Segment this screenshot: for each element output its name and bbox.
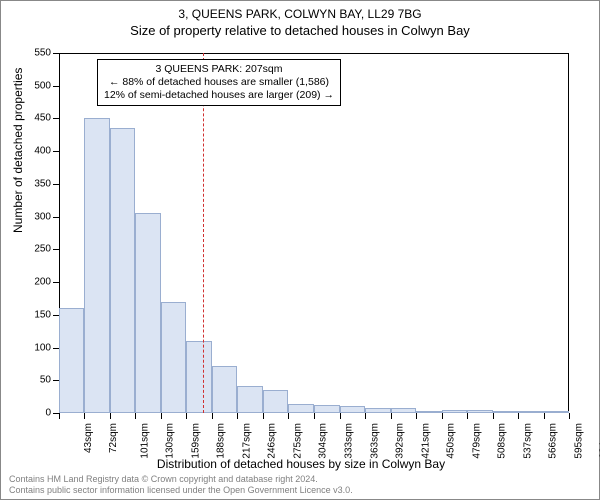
bar bbox=[340, 406, 365, 413]
bar bbox=[416, 411, 441, 413]
x-tick-label: 43sqm bbox=[83, 423, 94, 453]
x-tick-label: 130sqm bbox=[165, 423, 176, 459]
bar bbox=[186, 341, 211, 413]
x-tick-label: 246sqm bbox=[267, 423, 278, 459]
x-tick bbox=[288, 413, 289, 419]
bar bbox=[391, 408, 416, 413]
x-tick bbox=[237, 413, 238, 419]
footer-line-2: Contains public sector information licen… bbox=[9, 485, 353, 496]
bar bbox=[518, 411, 543, 413]
x-tick bbox=[569, 413, 570, 419]
annotation-box: 3 QUEENS PARK: 207sqm ← 88% of detached … bbox=[97, 59, 341, 106]
annotation-line-3: 12% of semi-detached houses are larger (… bbox=[104, 89, 334, 102]
y-tick-label: 350 bbox=[34, 178, 59, 189]
x-tick bbox=[314, 413, 315, 419]
x-tick bbox=[212, 413, 213, 419]
x-tick-label: 101sqm bbox=[139, 423, 150, 459]
x-tick bbox=[365, 413, 366, 419]
chart-container: 3, QUEENS PARK, COLWYN BAY, LL29 7BG Siz… bbox=[0, 0, 600, 500]
x-axis-label: Distribution of detached houses by size … bbox=[1, 457, 600, 471]
x-tick-label: 363sqm bbox=[369, 423, 380, 459]
x-tick bbox=[340, 413, 341, 419]
x-tick bbox=[110, 413, 111, 419]
bar bbox=[263, 390, 288, 413]
y-tick-label: 500 bbox=[34, 80, 59, 91]
address-line: 3, QUEENS PARK, COLWYN BAY, LL29 7BG bbox=[1, 7, 599, 21]
y-tick-label: 450 bbox=[34, 113, 59, 124]
x-tick-label: 304sqm bbox=[318, 423, 329, 459]
x-tick bbox=[59, 413, 60, 419]
bar bbox=[467, 410, 492, 413]
bar bbox=[288, 404, 313, 413]
x-tick-label: 479sqm bbox=[471, 423, 482, 459]
bar bbox=[161, 302, 186, 413]
x-tick bbox=[467, 413, 468, 419]
y-tick-label: 300 bbox=[34, 211, 59, 222]
x-tick-label: 275sqm bbox=[292, 423, 303, 459]
y-tick-label: 200 bbox=[34, 277, 59, 288]
x-tick bbox=[186, 413, 187, 419]
x-tick bbox=[416, 413, 417, 419]
footer-line-1: Contains HM Land Registry data © Crown c… bbox=[9, 474, 353, 485]
x-tick bbox=[84, 413, 85, 419]
x-tick-label: 72sqm bbox=[108, 423, 119, 453]
y-tick-label: 250 bbox=[34, 244, 59, 255]
x-tick-label: 508sqm bbox=[497, 423, 508, 459]
y-tick-label: 50 bbox=[40, 375, 59, 386]
bar bbox=[442, 410, 467, 413]
bar bbox=[314, 405, 340, 413]
x-tick-label: 333sqm bbox=[343, 423, 354, 459]
x-tick-label: 217sqm bbox=[241, 423, 252, 459]
bar bbox=[110, 128, 135, 413]
y-tick-label: 100 bbox=[34, 342, 59, 353]
bar bbox=[544, 411, 569, 413]
x-tick-label: 537sqm bbox=[522, 423, 533, 459]
bar bbox=[493, 411, 518, 413]
x-tick-label: 392sqm bbox=[395, 423, 406, 459]
x-tick bbox=[135, 413, 136, 419]
bar bbox=[365, 408, 390, 413]
x-tick bbox=[391, 413, 392, 419]
x-tick-label: 188sqm bbox=[216, 423, 227, 459]
x-tick bbox=[493, 413, 494, 419]
x-tick bbox=[544, 413, 545, 419]
annotation-line-1: 3 QUEENS PARK: 207sqm bbox=[104, 63, 334, 76]
bar bbox=[59, 308, 84, 413]
title-block: 3, QUEENS PARK, COLWYN BAY, LL29 7BG Siz… bbox=[1, 1, 599, 38]
x-tick-label: 566sqm bbox=[548, 423, 559, 459]
bars-layer bbox=[59, 53, 569, 413]
y-tick-label: 150 bbox=[34, 309, 59, 320]
y-tick-label: 400 bbox=[34, 146, 59, 157]
subtitle: Size of property relative to detached ho… bbox=[1, 23, 599, 38]
y-tick-label: 0 bbox=[45, 408, 59, 419]
x-tick bbox=[442, 413, 443, 419]
x-tick-label: 421sqm bbox=[420, 423, 431, 459]
footer: Contains HM Land Registry data © Crown c… bbox=[9, 474, 353, 496]
x-tick-label: 159sqm bbox=[190, 423, 201, 459]
x-tick-label: 450sqm bbox=[446, 423, 457, 459]
reference-line bbox=[203, 53, 204, 413]
x-tick bbox=[263, 413, 264, 419]
bar bbox=[212, 366, 237, 413]
y-axis-label: Number of detached properties bbox=[11, 68, 25, 233]
x-tick bbox=[161, 413, 162, 419]
annotation-line-2: ← 88% of detached houses are smaller (1,… bbox=[104, 76, 334, 89]
y-tick-label: 550 bbox=[34, 48, 59, 59]
x-tick bbox=[518, 413, 519, 419]
bar bbox=[237, 386, 262, 413]
plot-area: 3 QUEENS PARK: 207sqm ← 88% of detached … bbox=[59, 53, 569, 413]
bar bbox=[135, 213, 160, 413]
bar bbox=[84, 118, 109, 413]
x-tick-label: 595sqm bbox=[573, 423, 584, 459]
